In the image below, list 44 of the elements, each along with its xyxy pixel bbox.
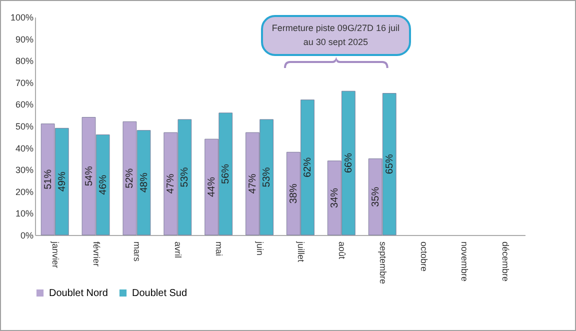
y-tick-label: 70% bbox=[15, 78, 34, 88]
data-label: 65% bbox=[384, 154, 396, 174]
x-tick-label: juin bbox=[255, 240, 266, 256]
data-label: 62% bbox=[302, 157, 314, 178]
x-tick-label: avril bbox=[173, 242, 184, 258]
x-tick-label: janvier bbox=[50, 240, 60, 268]
legend-label: Doublet Sud bbox=[132, 288, 188, 299]
x-tick-label: décembre bbox=[500, 242, 511, 282]
x-tick-label: août bbox=[336, 242, 347, 260]
annotation: Fermeture piste 09G/27D 16 juil au 30 sept 2025 bbox=[260, 15, 411, 56]
data-label: 34% bbox=[329, 188, 340, 208]
x-tick-label: novembre bbox=[460, 242, 470, 282]
data-label: 48% bbox=[138, 172, 150, 193]
data-label: 54% bbox=[84, 166, 95, 186]
y-tick-label: 30% bbox=[15, 165, 34, 176]
x-tick-label: juillet bbox=[296, 240, 306, 263]
y-tick-label: 0% bbox=[20, 230, 34, 240]
legend-label: Doublet Nord bbox=[49, 288, 108, 299]
data-label: 49% bbox=[56, 171, 68, 192]
y-tick-label: 10% bbox=[15, 208, 34, 219]
data-label: 53% bbox=[180, 167, 191, 188]
y-tick-label: 60% bbox=[15, 100, 34, 110]
data-label: 66% bbox=[343, 152, 354, 174]
data-label: 56% bbox=[220, 164, 232, 184]
data-label: 51% bbox=[42, 169, 54, 190]
x-tick-label: février bbox=[91, 242, 102, 267]
y-tick-label: 40% bbox=[15, 143, 34, 154]
data-label: 35% bbox=[370, 186, 382, 207]
x-tick-label: septembre bbox=[378, 242, 388, 284]
data-label: 44% bbox=[206, 176, 218, 198]
y-tick-label: 50% bbox=[15, 122, 34, 132]
y-tick-label: 100% bbox=[10, 12, 34, 22]
data-label: 53% bbox=[262, 167, 273, 188]
data-label: 47% bbox=[248, 174, 258, 194]
y-tick-label: 90% bbox=[15, 34, 34, 44]
x-tick-label: mars bbox=[132, 242, 142, 262]
data-label: 47% bbox=[166, 174, 177, 194]
data-label: 52% bbox=[124, 168, 136, 188]
y-tick-label: 20% bbox=[15, 186, 34, 197]
x-tick-label: octobre bbox=[418, 242, 429, 272]
data-label: 46% bbox=[98, 174, 109, 195]
y-tick-label: 80% bbox=[15, 56, 34, 66]
data-label: 38% bbox=[288, 183, 300, 204]
x-tick-label: mai bbox=[214, 242, 224, 256]
